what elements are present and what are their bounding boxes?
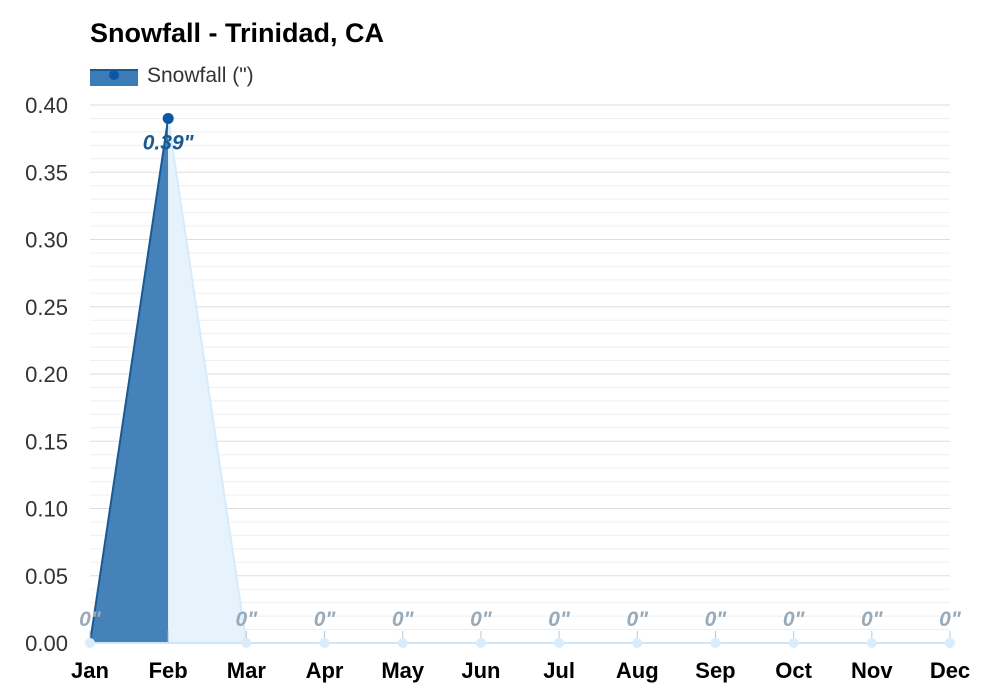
y-tick-label: 0.30: [25, 228, 68, 253]
x-tick-label: Sep: [695, 658, 735, 683]
x-tick-label: Mar: [227, 658, 267, 683]
legend-marker: [109, 70, 119, 80]
data-point: [788, 638, 799, 648]
data-label: 0": [392, 608, 415, 631]
data-point: [85, 638, 95, 648]
data-label: 0": [548, 608, 571, 631]
chart-title: Snowfall - Trinidad, CA: [90, 18, 384, 48]
y-tick-label: 0.40: [25, 93, 68, 118]
data-label: 0": [783, 608, 806, 631]
x-tick-label: Nov: [851, 658, 893, 683]
series-line: [89, 118, 170, 644]
x-tick-label: Oct: [775, 658, 812, 683]
x-tick-label: Apr: [306, 658, 344, 683]
data-label: 0": [236, 608, 259, 631]
y-tick-label: 0.15: [25, 429, 68, 454]
x-tick-label: May: [381, 658, 425, 683]
x-tick-label: Feb: [149, 658, 188, 683]
data-point: [319, 638, 330, 648]
x-tick-label: Jun: [461, 658, 500, 683]
data-point: [945, 638, 955, 648]
data-point: [632, 638, 643, 648]
data-point: [397, 638, 408, 648]
data-label: 0": [939, 608, 962, 631]
y-tick-label: 0.00: [25, 631, 68, 656]
data-label: 0": [626, 608, 649, 631]
data-label: 0.39": [143, 131, 195, 154]
data-point: [710, 638, 721, 648]
data-point: [162, 112, 174, 124]
y-tick-label: 0.10: [25, 497, 68, 522]
data-label: 0": [861, 608, 884, 631]
data-label: 0": [470, 608, 493, 631]
data-point: [475, 638, 486, 648]
data-label: 0": [79, 608, 102, 631]
data-label: 0": [705, 608, 728, 631]
legend-label: Snowfall ("): [147, 64, 254, 87]
x-tick-label: Aug: [616, 658, 659, 683]
data-label: 0": [314, 608, 337, 631]
data-point: [866, 638, 877, 648]
plot-area: 0.00 0.05 0.10 0.15 0.20 0.25 0.30 0.35 0.40 0" Ja…: [25, 93, 970, 683]
data-point: [241, 638, 252, 648]
x-tick-label: Jan: [71, 658, 109, 683]
y-tick-label: 0.25: [25, 295, 68, 320]
y-tick-label: 0.20: [25, 362, 68, 387]
y-tick-label: 0.35: [25, 160, 68, 185]
series-line: [167, 118, 248, 644]
x-tick-label: Jul: [543, 658, 575, 683]
y-tick-label: 0.05: [25, 564, 68, 589]
legend[interactable]: Snowfall ("): [90, 64, 254, 87]
data-point: [554, 638, 565, 648]
x-tick-label: Dec: [930, 658, 970, 683]
area-segment: [90, 118, 169, 643]
